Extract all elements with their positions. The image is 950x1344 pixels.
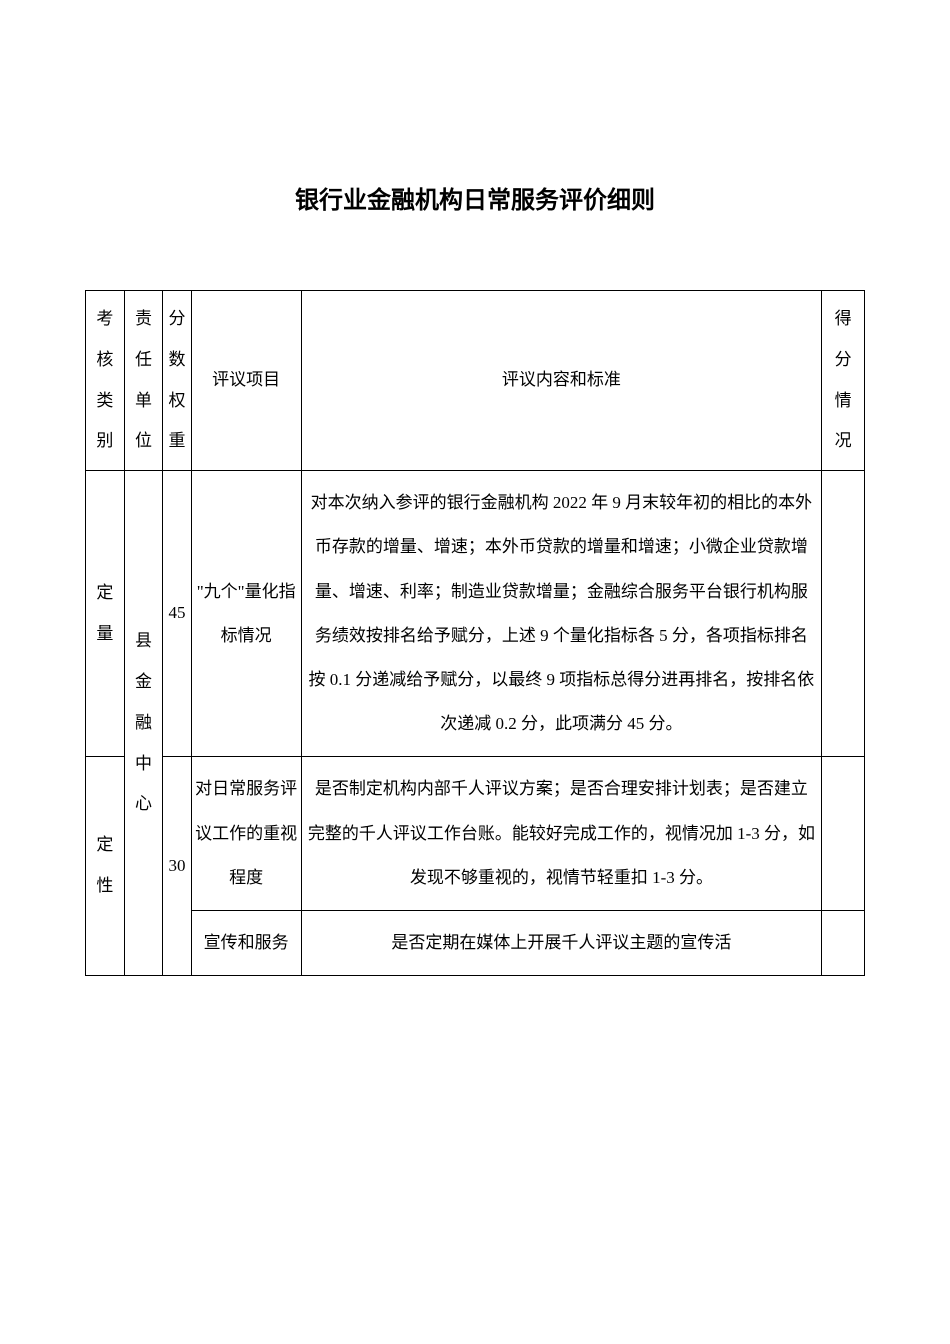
table-row: 定性 30 对日常服务评议工作的重视程度 是否制定机构内部千人评议方案；是否合理… [86, 757, 865, 911]
table-row: 宣传和服务 是否定期在媒体上开展千人评议主题的宣传活 [86, 910, 865, 975]
header-content: 评议内容和标准 [301, 291, 822, 471]
header-project: 评议项目 [191, 291, 301, 471]
cell-weight: 30 [163, 757, 191, 976]
table-row: 定量 县金融中心 45 "九个"量化指标情况 对本次纳入参评的银行金融机构 20… [86, 471, 865, 757]
cell-project: 宣传和服务 [191, 910, 301, 975]
table-header-row: 考核类别 责任单位 分数权重 评议项目 评议内容和标准 得分情况 [86, 291, 865, 471]
cell-score [822, 910, 865, 975]
header-unit: 责任单位 [124, 291, 163, 471]
evaluation-table: 考核类别 责任单位 分数权重 评议项目 评议内容和标准 得分情况 定量 县金融中… [85, 290, 865, 976]
cell-category: 定量 [86, 471, 125, 757]
cell-content: 是否制定机构内部千人评议方案；是否合理安排计划表；是否建立完整的千人评议工作台账… [301, 757, 822, 911]
header-weight: 分数权重 [163, 291, 191, 471]
cell-project: "九个"量化指标情况 [191, 471, 301, 757]
cell-project: 对日常服务评议工作的重视程度 [191, 757, 301, 911]
cell-score [822, 757, 865, 911]
cell-weight: 45 [163, 471, 191, 757]
cell-score [822, 471, 865, 757]
header-category: 考核类别 [86, 291, 125, 471]
header-score: 得分情况 [822, 291, 865, 471]
cell-unit: 县金融中心 [124, 471, 163, 976]
page-title: 银行业金融机构日常服务评价细则 [85, 180, 865, 215]
cell-content: 对本次纳入参评的银行金融机构 2022 年 9 月末较年初的相比的本外币存款的增… [301, 471, 822, 757]
cell-content: 是否定期在媒体上开展千人评议主题的宣传活 [301, 910, 822, 975]
cell-category: 定性 [86, 757, 125, 976]
